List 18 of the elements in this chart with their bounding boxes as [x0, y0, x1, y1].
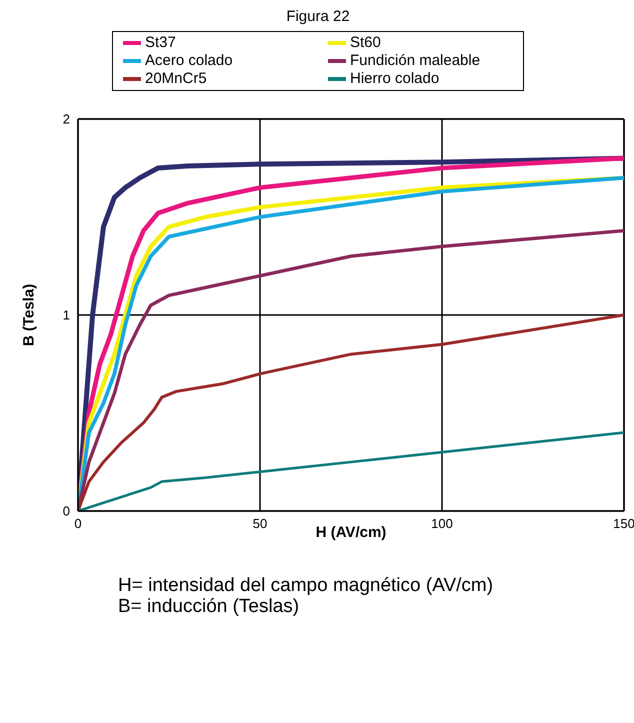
legend-label: St37 — [145, 34, 176, 52]
text: B= inducción (Teslas) — [118, 596, 300, 617]
y-tick-label: 0 — [62, 504, 70, 519]
legend-label: Acero colado — [145, 52, 233, 70]
x-tick-label: 0 — [74, 516, 82, 532]
legend-label: Fundición maleable — [350, 52, 480, 70]
x-tick-label: 150 — [613, 516, 634, 532]
y-tick-label: 1 — [62, 308, 70, 323]
y-tick-label: 2 — [62, 112, 70, 127]
chart-title: Figura 22 — [285, 8, 351, 25]
text: H= intensidad del campo magnético (AV/cm) — [118, 575, 494, 596]
x-tick-label: 100 — [431, 516, 453, 532]
legend-label: 20MnCr5 — [145, 70, 207, 88]
x-tick-label: 50 — [252, 516, 268, 532]
x-axis-title: H (AV/cm) — [316, 524, 386, 541]
legend-label: St60 — [350, 34, 381, 52]
legend-label: Hierro colado — [350, 70, 440, 88]
y-axis-title: B (Tesla) — [20, 284, 38, 346]
